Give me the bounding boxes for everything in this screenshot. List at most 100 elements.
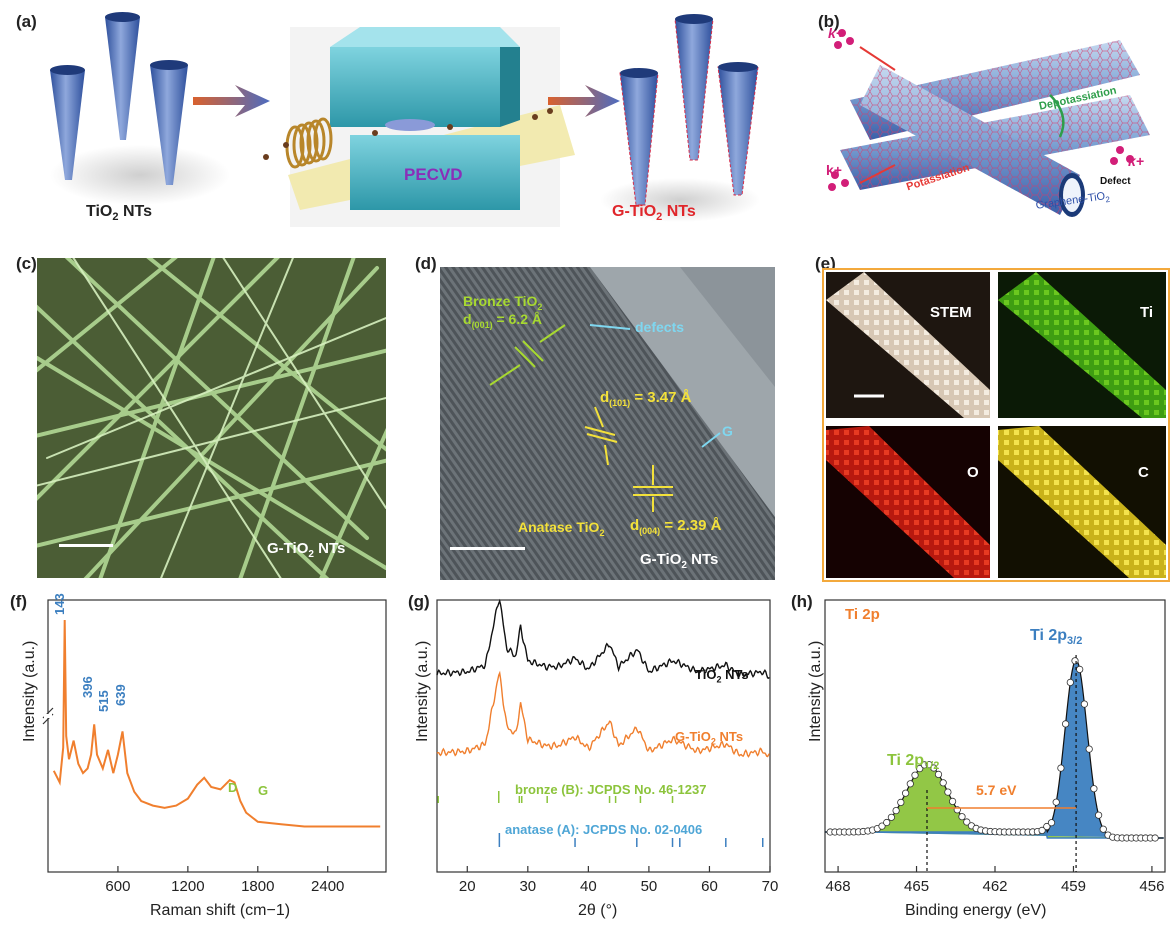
sem-image: G-TiO2 NTs xyxy=(37,258,386,578)
xps-data-point xyxy=(902,789,910,797)
xps-data-point xyxy=(1071,657,1079,665)
panel-a-schematic xyxy=(50,12,760,227)
peak-d-label: D xyxy=(228,780,238,795)
xrd-xtick-label: 20 xyxy=(458,878,476,895)
peak-515-label: 515 xyxy=(96,690,111,712)
xps-data-point xyxy=(1080,700,1088,708)
xps-title: Ti 2p xyxy=(845,606,880,623)
xps-xtick-label: 468 xyxy=(825,878,851,895)
raman-xlabel: Raman shift (cm−1) xyxy=(150,902,291,919)
xps-split-label: 5.7 eV xyxy=(976,782,1017,798)
k-ion-label-2: k+ xyxy=(1128,153,1144,169)
xps-data-point xyxy=(1061,720,1070,728)
xps-xtick-label: 459 xyxy=(1060,878,1086,895)
xrd-xtick-label: 60 xyxy=(701,878,718,895)
o-map xyxy=(826,426,990,578)
nanotube-bundle xyxy=(840,40,1150,217)
panel-label-g: (g) xyxy=(408,592,430,611)
xps-data-point xyxy=(1151,834,1159,842)
xps-fit-envelope xyxy=(825,659,1164,839)
xps-data-point xyxy=(892,807,900,815)
pecvd-reactor-illustration xyxy=(263,27,575,227)
xrd-chart xyxy=(436,598,771,873)
raman-xtick-label: 1800 xyxy=(241,878,275,895)
panel-label-d: (d) xyxy=(415,254,437,273)
xps-data-point xyxy=(963,818,971,826)
xrd-xtick-label: 30 xyxy=(519,878,537,895)
raman-chart xyxy=(42,599,387,873)
anatase-reference-lines xyxy=(498,833,764,847)
k-ion-label-1: k+ xyxy=(828,25,844,41)
xps-data-point xyxy=(911,771,919,779)
panel-label-c: (c) xyxy=(16,254,37,273)
xps-data-point xyxy=(958,813,966,821)
xps-data-point xyxy=(939,779,947,787)
arrow-icon xyxy=(548,85,620,117)
xps-data-point xyxy=(887,813,896,821)
raman-xtick-label: 1200 xyxy=(171,878,205,895)
xrd-xlabel: 2θ (°) xyxy=(578,902,618,919)
xps-xtick-label: 456 xyxy=(1139,878,1165,895)
xps-data-point xyxy=(1094,811,1103,819)
xrd-ylabel: Intensity (a.u.) xyxy=(414,640,431,742)
xps-data-point xyxy=(930,764,938,772)
nanowire-texture xyxy=(37,258,386,578)
raman-series-line xyxy=(52,619,381,828)
c-label: C xyxy=(1138,464,1149,481)
raman-plot-frame xyxy=(47,599,387,873)
xrd-series-gtio2 xyxy=(436,670,770,758)
xps-data-point xyxy=(1052,798,1060,806)
raman-ylabel: Intensity (a.u.) xyxy=(21,640,38,742)
xps-data-point xyxy=(1043,822,1051,831)
xps-data-point xyxy=(949,797,957,805)
eds-mapping-frame: STEM Ti O C xyxy=(822,268,1170,582)
arrow-icon xyxy=(193,85,270,117)
xps-data-point xyxy=(1085,745,1093,753)
eds-maps xyxy=(826,272,1166,578)
ti-label: Ti xyxy=(1140,304,1154,321)
xrd-legend-gtio2: G-TiO2 NTs xyxy=(675,729,744,747)
xps-data-point xyxy=(1066,678,1074,687)
xrd-xtick-label: 40 xyxy=(580,878,597,895)
xrd-series-tio2 xyxy=(436,598,770,680)
xps-data-point xyxy=(878,822,886,830)
d101-label: d(101) = 3.47 Å xyxy=(600,389,692,408)
anatase-reference-label: anatase (A): JCPDS No. 02-0406 xyxy=(505,822,703,837)
xps-data-point xyxy=(883,818,891,827)
xps-data-point xyxy=(1038,826,1046,834)
ti-map xyxy=(998,272,1166,418)
tio2-nanotubes-illustration xyxy=(50,12,230,205)
xps-data-point xyxy=(1090,785,1098,793)
stem-map xyxy=(826,272,990,418)
xps-data-point xyxy=(944,788,952,796)
xps-data-points xyxy=(826,657,1159,842)
peak-143-label: 143 xyxy=(52,593,67,615)
xps-xticks xyxy=(837,866,1153,872)
peak-396-label: 396 xyxy=(80,676,95,698)
xps-data-point xyxy=(897,798,905,806)
panel-label-f: (f) xyxy=(10,592,27,611)
panel-label-b: (b) xyxy=(818,12,840,31)
xps-ylabel: Intensity (a.u.) xyxy=(807,640,824,742)
panel-label-h: (h) xyxy=(791,592,813,611)
xps-data-point xyxy=(1099,825,1107,833)
stem-label: STEM xyxy=(930,304,972,321)
anatase-phase-label: Anatase TiO2 xyxy=(518,519,605,538)
g-tio2-nts-label: G-TiO2 NTs xyxy=(612,203,696,224)
graphene-layer-label: G xyxy=(722,423,733,439)
xps-2p12-label: Ti 2p1/2 xyxy=(887,752,940,773)
bronze-reference-label: bronze (B): JCPDS No. 46-1237 xyxy=(515,782,707,797)
xps-data-point xyxy=(1047,819,1056,827)
xrd-plot-frame xyxy=(436,599,771,873)
peak-639-label: 639 xyxy=(113,684,128,706)
xps-xlabel: Binding energy (eV) xyxy=(905,902,1047,919)
xps-xtick-label: 465 xyxy=(904,878,930,895)
o-label: O xyxy=(967,464,979,481)
xps-2p32-label: Ti 2p3/2 xyxy=(1030,627,1083,648)
potassium-ions xyxy=(828,29,1134,191)
xps-data-point xyxy=(934,770,943,778)
xps-peak-2p12-fill xyxy=(825,764,1165,838)
defects-label: defects xyxy=(635,319,685,335)
peak-g-label: G xyxy=(258,783,269,798)
xps-data-point xyxy=(916,765,924,773)
